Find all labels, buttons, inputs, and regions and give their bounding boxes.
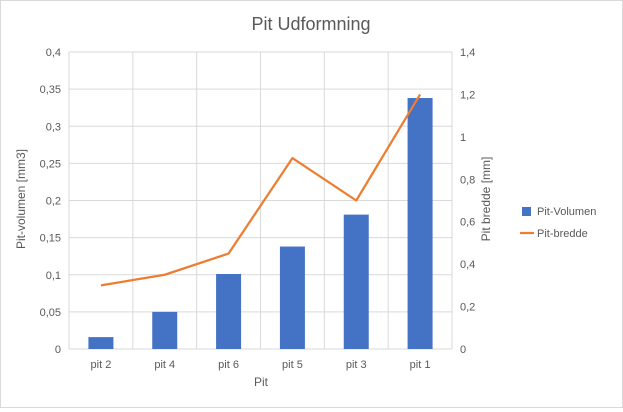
series-line [100, 93, 422, 287]
y-axis-title: Pit-volumen [mm3] [14, 149, 28, 249]
bar [279, 246, 305, 349]
y2-tick-label: 0,2 [460, 302, 475, 314]
y2-tick-label: 1,4 [460, 47, 475, 59]
line-series [100, 93, 422, 287]
y-tick-label: 0,1 [46, 270, 61, 282]
y2-tick-label: 0 [460, 344, 466, 356]
y2-tick-label: 0,8 [460, 174, 475, 186]
y2-axis-title: Pit bredde [mm] [479, 157, 493, 242]
y2-tick-label: 0,4 [460, 259, 475, 271]
y2-tick-label: 1,2 [460, 89, 475, 101]
y-tick-label: 0,2 [46, 196, 61, 208]
y2-tick-label: 0,6 [460, 217, 475, 229]
chart-title: Pit Udformning [251, 14, 370, 34]
bar [88, 337, 114, 349]
y-tick-label: 0,05 [40, 307, 61, 319]
x-tick-label: pit 5 [282, 359, 303, 371]
legend-label: Pit-Volumen [537, 206, 596, 218]
x-tick-label: pit 1 [410, 359, 431, 371]
y-tick-label: 0,15 [40, 233, 61, 245]
bar [407, 98, 433, 349]
legend-swatch-bar [522, 207, 531, 216]
x-tick-label: pit 4 [154, 359, 175, 371]
x-tick-label: pit 6 [218, 359, 239, 371]
y-tick-label: 0 [55, 344, 61, 356]
y-tick-label: 0,4 [46, 47, 61, 59]
y-tick-label: 0,35 [40, 84, 61, 96]
x-tick-label: pit 2 [91, 359, 112, 371]
y2-axis-ticks: 0 0,2 0,4 0,6 0,8 1 1,2 1,4 [460, 47, 475, 356]
x-axis-ticks: pit 2 pit 4 pit 6 pit 5 pit 3 pit 1 [91, 359, 431, 371]
y2-tick-label: 1 [460, 132, 466, 144]
gridlines [68, 51, 453, 350]
legend-label: Pit-bredde [537, 228, 588, 240]
bar-series [88, 98, 433, 349]
bar [152, 311, 178, 349]
legend: Pit-Volumen Pit-bredde [520, 206, 596, 240]
x-axis-title: Pit [254, 375, 269, 389]
x-tick-label: pit 3 [346, 359, 367, 371]
bar [343, 214, 369, 349]
bar [216, 274, 242, 349]
y-tick-label: 0,3 [46, 121, 61, 133]
y-tick-label: 0,25 [40, 158, 61, 170]
y-axis-ticks: 0 0,05 0,1 0,15 0,2 0,25 0,3 0,35 0,4 [40, 47, 61, 356]
